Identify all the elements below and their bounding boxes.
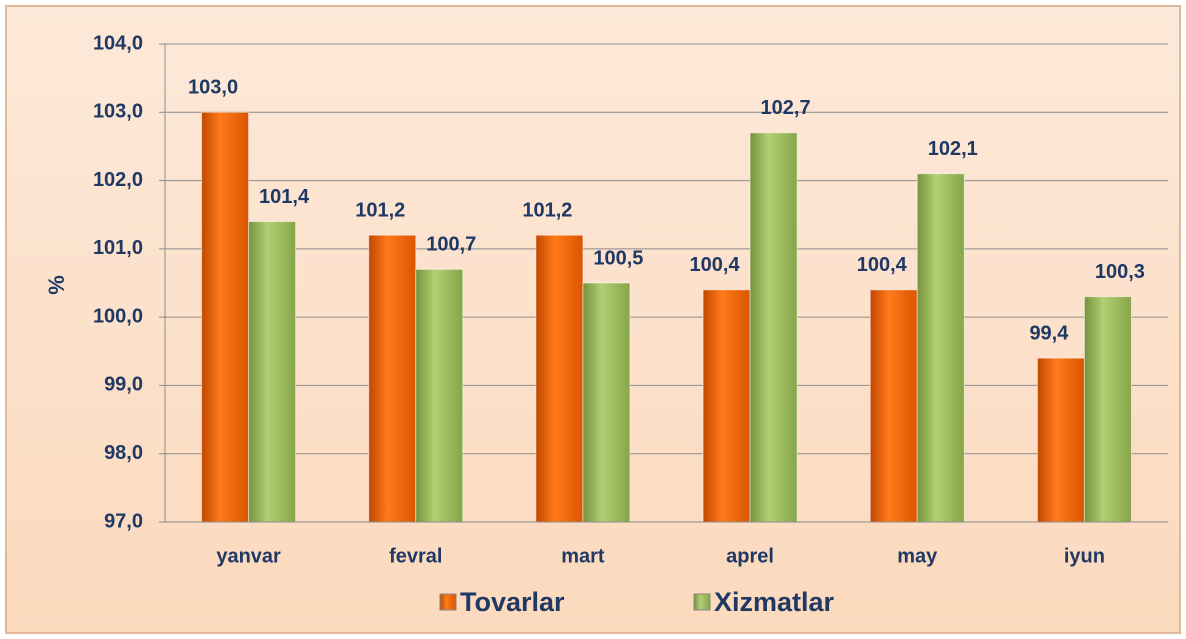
bar	[535, 234, 584, 523]
legend-swatch	[693, 593, 711, 611]
y-tick-label: 102,0	[93, 169, 143, 191]
x-tick-label: mart	[561, 545, 605, 567]
value-label: 100,7	[426, 234, 476, 256]
y-tick-label: 98,0	[104, 442, 143, 464]
y-tick-label: 101,0	[93, 237, 143, 259]
value-label: 99,4	[1029, 322, 1069, 344]
x-tick-label: iyun	[1064, 545, 1105, 567]
bar	[415, 268, 464, 523]
y-tick-label: 103,0	[93, 101, 143, 123]
x-tick-label: yanvar	[216, 545, 281, 567]
value-label: 100,5	[593, 247, 643, 269]
y-tick-label: 104,0	[93, 32, 143, 54]
value-label: 101,2	[355, 199, 405, 221]
value-label: 101,2	[522, 199, 572, 221]
legend-swatch	[439, 593, 457, 611]
bar	[201, 111, 250, 523]
value-label: 100,3	[1095, 261, 1145, 283]
x-tick-label: fevral	[389, 545, 442, 567]
y-tick-label: 100,0	[93, 305, 143, 327]
value-label: 102,7	[761, 97, 811, 119]
y-tick-label: 97,0	[104, 510, 143, 532]
value-label: 100,4	[857, 254, 908, 276]
bar	[749, 132, 798, 523]
value-label: 100,4	[690, 254, 741, 276]
bar	[582, 282, 631, 523]
legend-label: Tovarlar	[460, 587, 565, 617]
value-label: 103,0	[188, 77, 238, 99]
x-tick-label: aprel	[726, 545, 774, 567]
bar	[248, 221, 297, 523]
x-tick-label: may	[897, 545, 938, 567]
bar	[1083, 296, 1132, 523]
bar	[869, 289, 918, 523]
bar	[916, 173, 965, 523]
y-axis-title: %	[44, 275, 69, 295]
value-label: 102,1	[928, 138, 978, 160]
bar	[702, 289, 751, 523]
bar	[368, 234, 417, 523]
bar	[1036, 357, 1085, 523]
value-label: 101,4	[259, 186, 310, 208]
y-tick-label: 99,0	[104, 374, 143, 396]
legend-label: Xizmatlar	[714, 587, 835, 617]
